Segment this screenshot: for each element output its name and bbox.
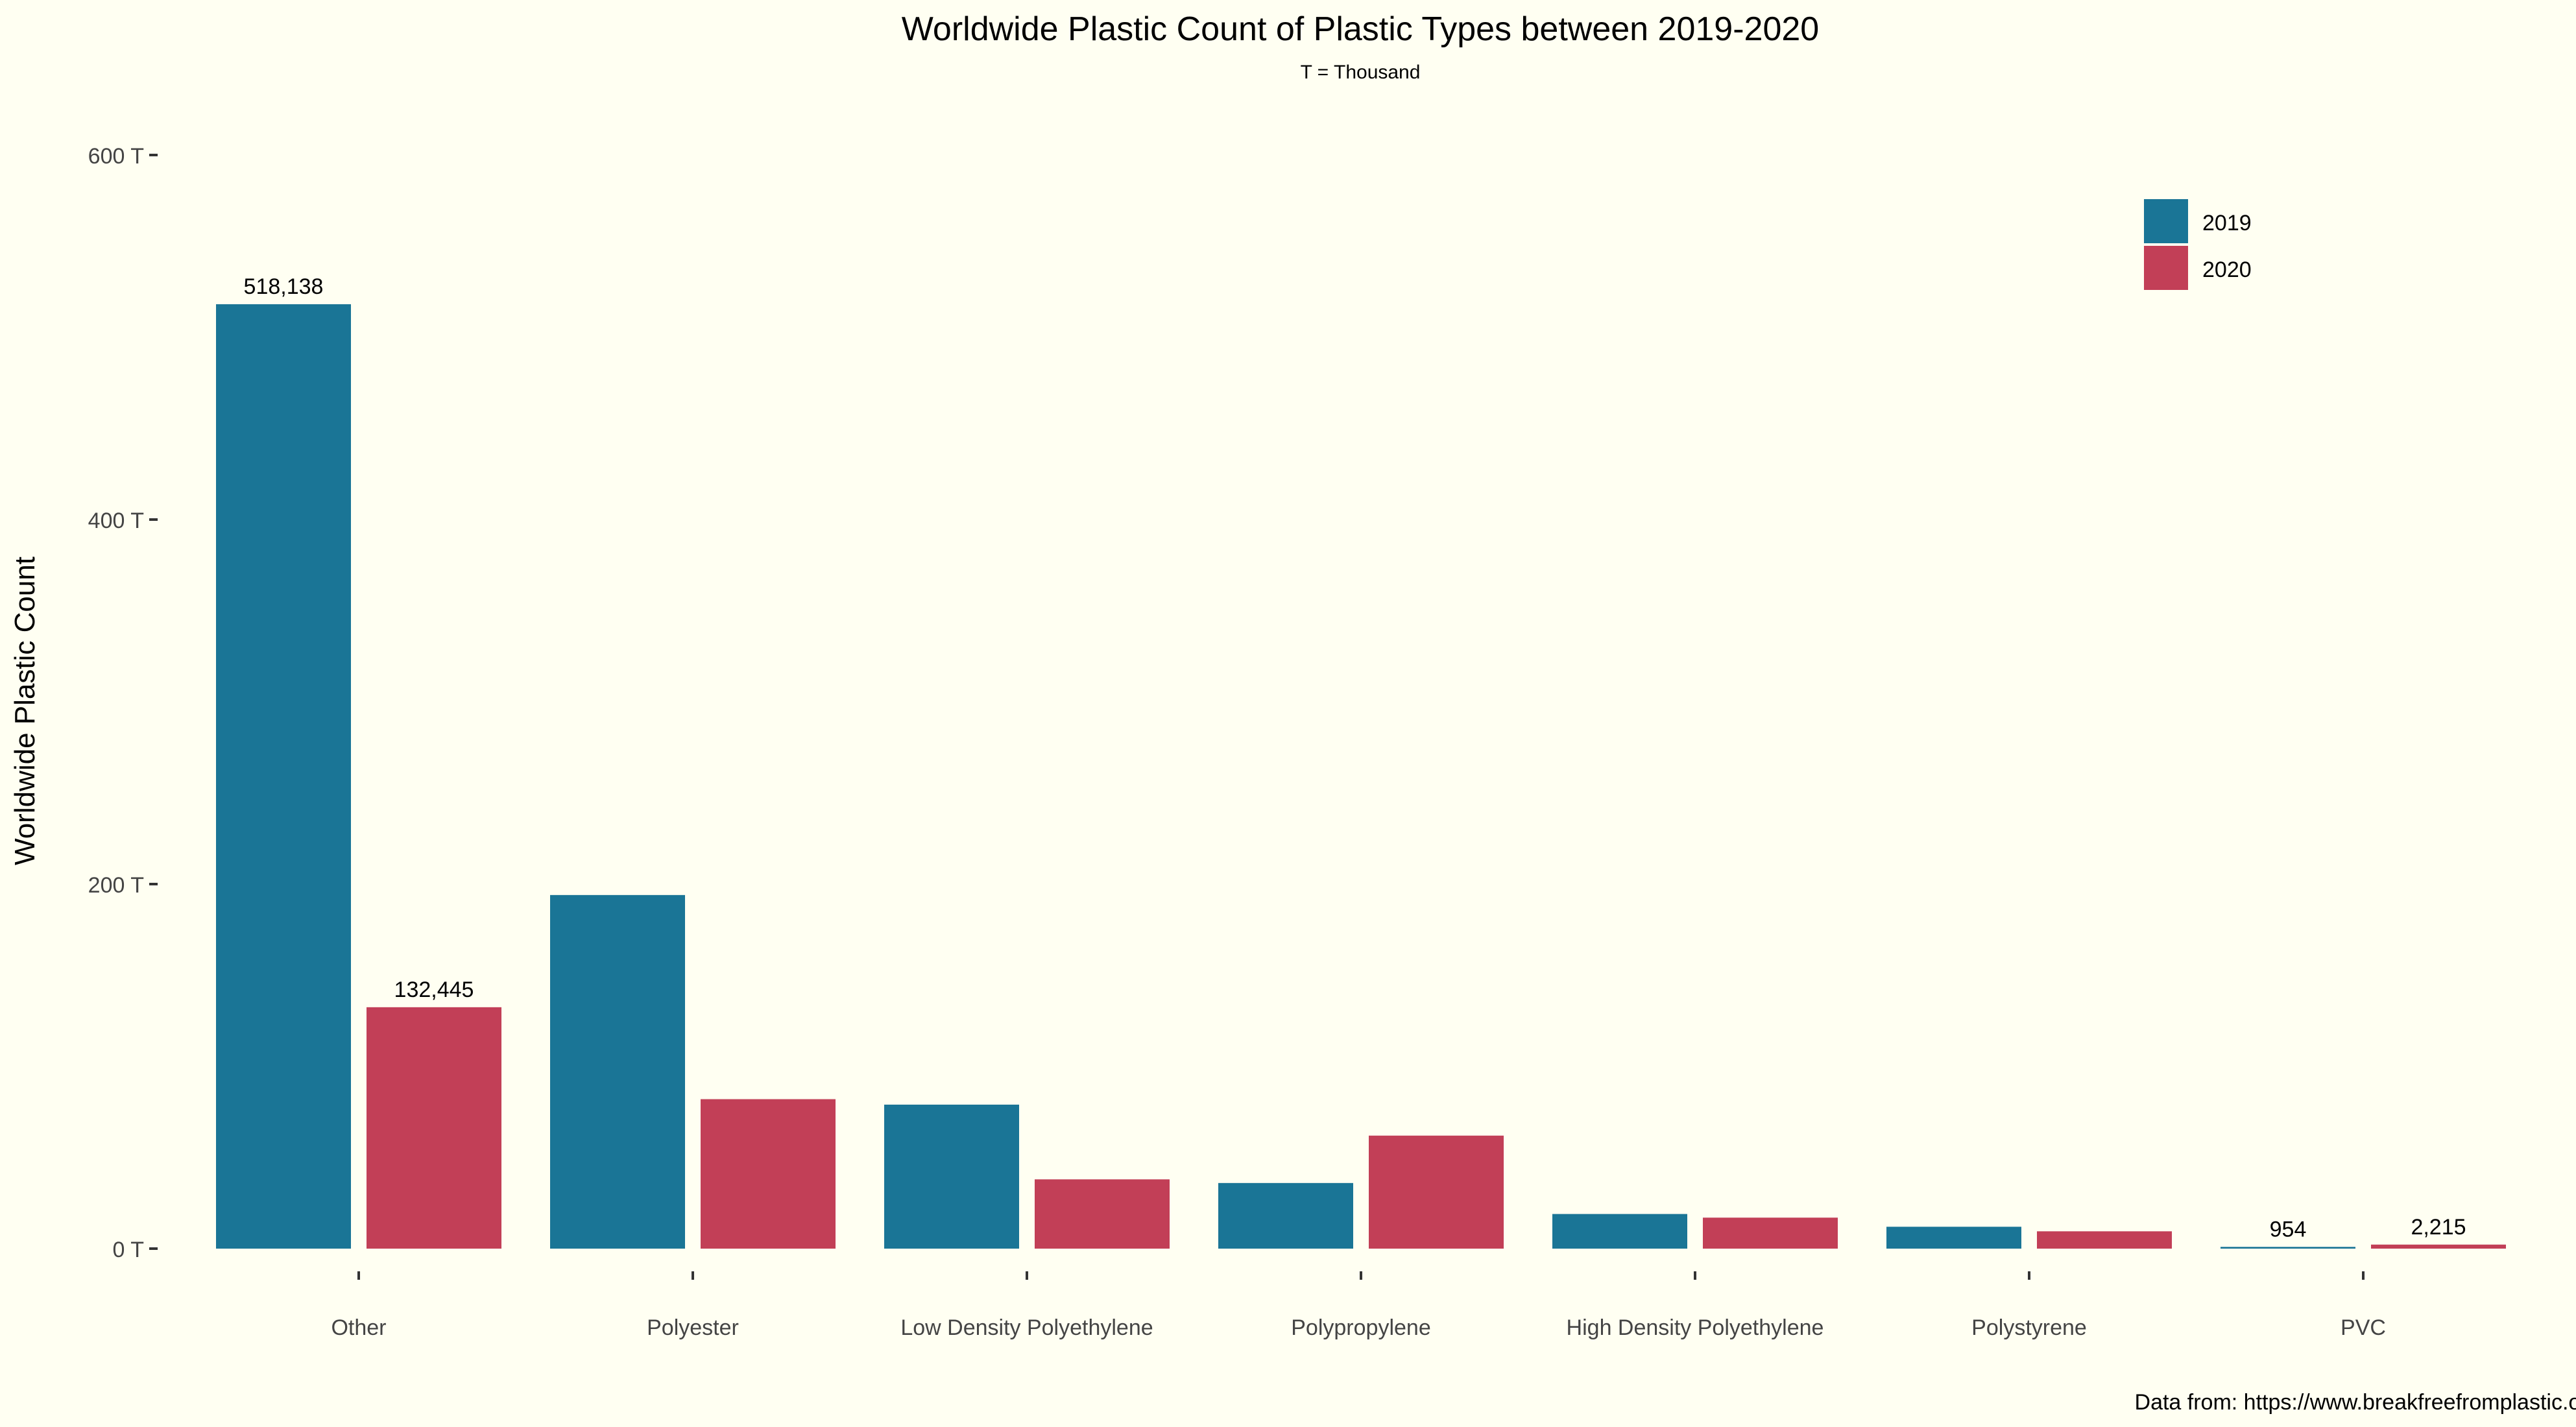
bar-2019-polypropylene	[1218, 1182, 1353, 1249]
y-tick-label: 0 T	[112, 1238, 144, 1262]
legend-label-2020: 2020	[2202, 258, 2252, 282]
y-axis: 0 T 200 T 400 T 600 T	[88, 144, 158, 1262]
chart-subtitle: T = Thousand	[1301, 62, 1421, 83]
x-tick-label: Low Density Polyethylene	[900, 1315, 1153, 1340]
legend: 2019 2020	[2144, 199, 2252, 290]
bar-2019-pvc	[2221, 1247, 2355, 1249]
bar-2020-pvc	[2371, 1244, 2506, 1249]
data-label: 954	[2270, 1217, 2307, 1241]
bar-2020-polyester	[701, 1099, 836, 1249]
x-tick-label: Polystyrene	[1971, 1315, 2087, 1340]
chart-title: Worldwide Plastic Count of Plastic Types…	[902, 10, 1819, 48]
x-tick-label: Polyester	[647, 1315, 739, 1340]
bar-2020-low-density-polyethylene	[1035, 1179, 1170, 1249]
data-label: 2,215	[2411, 1215, 2466, 1240]
data-label: 518,138	[244, 274, 324, 299]
bar-2020-other	[367, 1007, 501, 1249]
bar-2020-polystyrene	[2037, 1231, 2172, 1249]
y-tick-label: 400 T	[88, 509, 144, 533]
x-tick-label: Polypropylene	[1291, 1315, 1430, 1340]
legend-swatch-2020	[2144, 246, 2188, 290]
bar-2019-high-density-polyethylene	[1552, 1214, 1687, 1249]
y-tick-label: 600 T	[88, 144, 144, 169]
bar-2019-polystyrene	[1886, 1227, 2021, 1249]
y-axis-label: Worldwide Plastic Count	[9, 557, 41, 865]
bar-2020-polypropylene	[1369, 1135, 1504, 1249]
bar-2020-high-density-polyethylene	[1703, 1217, 1838, 1249]
x-tick-label: PVC	[2341, 1315, 2386, 1340]
data-label: 132,445	[394, 977, 474, 1002]
bar-2019-other	[216, 304, 351, 1249]
x-tick-label: High Density Polyethylene	[1567, 1315, 1824, 1340]
bar-2019-polyester	[550, 894, 685, 1249]
legend-label-2019: 2019	[2202, 211, 2252, 235]
x-axis: Other Polyester Low Density Polyethylene Po…	[331, 1271, 2386, 1340]
legend-swatch-2019	[2144, 199, 2188, 243]
y-tick-label: 200 T	[88, 873, 144, 898]
data-labels: 518,138 132,445 954 2,215	[244, 274, 2466, 1241]
bar-2019-low-density-polyethylene	[884, 1105, 1019, 1249]
bars	[216, 304, 2506, 1249]
chart-caption: Data from: https://www.breakfreefromplas…	[2135, 1390, 2576, 1415]
x-tick-label: Other	[331, 1315, 386, 1340]
